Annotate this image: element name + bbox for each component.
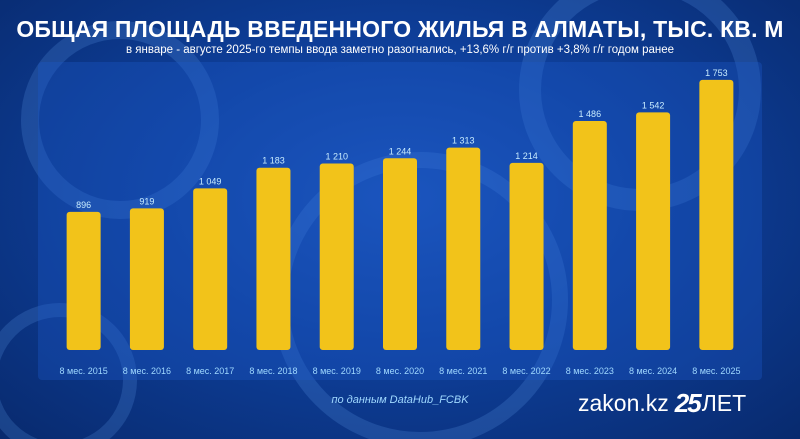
- bar: [636, 112, 671, 350]
- x-tick-label: 8 мес. 2016: [123, 366, 171, 376]
- bar-value-label: 1 210: [325, 152, 348, 162]
- x-tick-label: 8 мес. 2023: [566, 366, 614, 376]
- bar-value-label: 1 049: [199, 176, 222, 186]
- page-title: ОБЩАЯ ПЛОЩАДЬ ВВЕДЕННОГО ЖИЛЬЯ В АЛМАТЫ,…: [16, 16, 784, 42]
- x-tick-label: 8 мес. 2017: [186, 366, 234, 376]
- x-tick-label: 8 мес. 2020: [376, 366, 424, 376]
- brand-name: zakon.kz: [578, 389, 669, 416]
- x-tick-label: 8 мес. 2024: [629, 366, 677, 376]
- bar-value-label: 1 486: [579, 109, 602, 119]
- bar: [572, 121, 607, 351]
- bar: [383, 158, 417, 350]
- bar-value-label: 1 214: [515, 151, 538, 161]
- brand-anniversary-number: 25: [674, 387, 702, 418]
- brand-anniversary-word: ЛЕТ: [701, 389, 747, 416]
- brand-logo: zakon.kz 25 ЛЕТ: [578, 388, 746, 418]
- bar-value-label: 1 753: [705, 68, 728, 78]
- bar: [509, 162, 544, 350]
- bar-value-label: 1 244: [389, 146, 412, 156]
- x-tick-label: 8 мес. 2021: [439, 366, 487, 376]
- x-tick-label: 8 мес. 2025: [692, 366, 740, 376]
- bar-value-label: 1 542: [642, 100, 665, 110]
- bar: [129, 208, 164, 350]
- source-note: по данным DataHub_FCBK: [331, 394, 469, 406]
- bar-value-label: 1 313: [452, 136, 475, 146]
- bar: [193, 188, 228, 350]
- bar-value-label: 896: [76, 200, 91, 210]
- bar: [699, 79, 734, 350]
- x-tick-label: 8 мес. 2019: [313, 366, 361, 376]
- x-tick-label: 8 мес. 2022: [502, 366, 550, 376]
- bar: [319, 163, 354, 350]
- chart-panel: 896 8 мес. 2015 919 8 мес. 2016 1 049 8 мес. …: [38, 62, 762, 380]
- bar: [66, 211, 101, 350]
- bar: [256, 167, 291, 350]
- page-subtitle: в январе - августе 2025-го темпы ввода з…: [125, 44, 675, 56]
- bar-chart: 896 8 мес. 2015 919 8 мес. 2016 1 049 8 мес. …: [60, 68, 741, 376]
- x-tick-label: 8 мес. 2018: [249, 366, 297, 376]
- x-tick-label: 8 мес. 2015: [60, 366, 108, 376]
- bar-value-label: 919: [139, 196, 154, 206]
- bar: [446, 147, 481, 350]
- bar-value-label: 1 183: [262, 156, 285, 166]
